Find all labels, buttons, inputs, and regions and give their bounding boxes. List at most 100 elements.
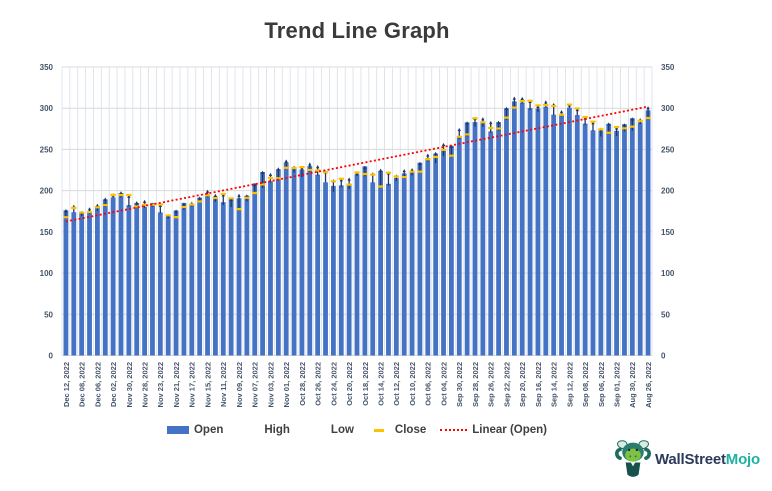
close-marker [621, 127, 628, 130]
open-bar [102, 199, 108, 356]
open-bar [362, 166, 368, 356]
close-marker [495, 127, 502, 130]
open-bar [622, 124, 627, 356]
x-axis-label: Sep 06, 2022 [597, 362, 606, 407]
close-marker [417, 170, 423, 173]
x-axis-label: Sep 20, 2022 [518, 362, 527, 407]
open-bar [197, 197, 203, 356]
open-bar [299, 169, 305, 356]
open-bar [275, 169, 281, 356]
x-axis-label: Oct 12, 2022 [392, 362, 401, 406]
x-axis-label: Sep 28, 2022 [471, 362, 480, 407]
high-tip [418, 161, 422, 165]
high-tip [135, 201, 139, 205]
high-tip [260, 170, 265, 174]
open-bar [189, 203, 195, 356]
open-bar [393, 178, 399, 356]
high-tip [87, 207, 92, 211]
logo-wordmark: WallStreetMojo [655, 451, 760, 468]
chart-title: Trend Line Graph [264, 18, 450, 43]
open-bar [401, 173, 407, 356]
high-tip [268, 172, 273, 176]
close-marker [78, 211, 85, 214]
close-marker [228, 197, 234, 200]
high-tip [646, 106, 650, 110]
open-bar [378, 170, 383, 356]
y-axis-label-right: 150 [661, 228, 675, 237]
close-marker [181, 205, 187, 209]
open-bar [504, 108, 509, 356]
close-marker [165, 214, 171, 217]
open-bar [150, 202, 155, 356]
chart-legend: Open High Low Close Linear (Open) [62, 424, 652, 436]
open-bar [71, 212, 77, 356]
open-bar [79, 213, 85, 356]
close-marker [590, 120, 596, 123]
close-marker [456, 135, 462, 138]
close-marker [598, 128, 604, 131]
high-tip [426, 153, 430, 157]
close-marker [291, 166, 297, 170]
open-bar [449, 145, 454, 356]
y-axis-label-left: 300 [40, 104, 54, 113]
x-axis-label: Nov 11, 2022 [219, 362, 228, 407]
open-bar [87, 211, 92, 356]
close-marker [196, 200, 203, 203]
open-bar [472, 122, 478, 356]
y-axis-label-right: 50 [661, 310, 670, 319]
x-axis-label: Sep 14, 2022 [550, 362, 559, 407]
open-bar [323, 182, 328, 356]
trendline-swatch-icon [440, 429, 468, 431]
y-axis-label-right: 100 [661, 269, 675, 278]
x-axis-label: Oct 26, 2022 [314, 362, 323, 406]
open-bar [386, 183, 391, 356]
high-tip [127, 194, 131, 198]
legend-item-open: Open [166, 424, 223, 436]
x-axis-label: Oct 24, 2022 [329, 362, 338, 406]
open-bar [614, 130, 619, 356]
open-bar [291, 169, 297, 356]
high-tip [607, 122, 611, 126]
x-axis-label: Sep 12, 2022 [565, 362, 574, 407]
high-tip [630, 117, 635, 121]
x-axis-label: Nov 15, 2022 [203, 362, 212, 407]
close-marker [543, 103, 549, 107]
logo-text-mojo: Mojo [725, 450, 760, 468]
open-bar [574, 115, 580, 356]
high-tip [378, 168, 383, 172]
open-bar [260, 172, 265, 356]
y-axis-label-left: 100 [40, 269, 54, 278]
x-axis-label: Dec 08, 2022 [78, 362, 87, 407]
open-bar [496, 122, 501, 356]
high-tip [308, 162, 312, 166]
close-marker [94, 206, 101, 209]
high-tip [402, 168, 406, 173]
close-marker [370, 173, 376, 176]
close-marker [432, 155, 439, 159]
legend-label-linear-open: Linear (Open) [472, 424, 548, 436]
open-bar [181, 202, 187, 356]
legend-item-linear-open: Linear (Open) [440, 424, 547, 436]
open-bar [331, 185, 336, 356]
open-bar [205, 194, 210, 356]
close-marker [275, 177, 282, 180]
x-axis-label: Sep 22, 2022 [502, 362, 511, 407]
close-marker [362, 172, 368, 176]
close-marker [322, 171, 329, 174]
close-marker [173, 216, 179, 219]
legend-item-close: Close [368, 424, 426, 436]
x-axis-label: Sep 08, 2022 [581, 362, 590, 407]
close-swatch-icon [368, 426, 390, 434]
x-axis-label: Sep 26, 2022 [487, 362, 496, 407]
open-bar [95, 206, 100, 356]
close-marker [126, 193, 132, 197]
open-bar [456, 136, 462, 356]
low-swatch-icon [304, 426, 326, 434]
open-bar [441, 149, 446, 356]
close-marker [409, 170, 415, 173]
close-marker [354, 171, 360, 174]
y-axis-label-right: 250 [661, 145, 675, 154]
high-swatch-icon [237, 426, 259, 434]
high-tip [441, 142, 446, 147]
close-marker [629, 125, 636, 128]
